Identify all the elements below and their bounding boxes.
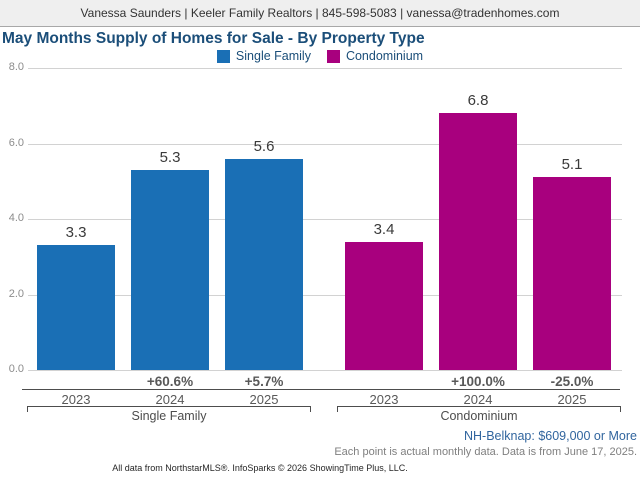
y-axis-tick-label: 8.0 [8, 61, 24, 73]
attribution-copyright: All data from NorthstarMLS®. InfoSparks … [112, 463, 408, 473]
bar-single-family-2023[interactable] [37, 245, 115, 370]
pct-change-label: +60.6% [146, 374, 194, 389]
bar-value-label: 6.8 [467, 92, 489, 110]
pct-change-label: +100.0% [451, 374, 505, 389]
market-filter-caption: NH-Belknap: $609,000 or More [463, 429, 637, 443]
group-bracket-condominium [337, 406, 621, 412]
x-axis-year-label: 2025 [249, 392, 279, 407]
x-axis-year-label: 2024 [463, 392, 493, 407]
pct-change-label: +5.7% [244, 374, 284, 389]
data-date-note: Each point is actual monthly data. Data … [334, 446, 637, 458]
legend-item-single-family[interactable]: Single Family [216, 49, 311, 63]
gridline-4.0 [28, 219, 622, 220]
bar-value-label: 3.3 [65, 224, 87, 242]
chart-title: May Months Supply of Homes for Sale - By… [2, 30, 425, 47]
bar-single-family-2024[interactable] [131, 169, 209, 370]
single-family-color-swatch [216, 49, 230, 63]
x-axis-year-label: 2023 [369, 392, 399, 407]
gridline-6.0 [28, 143, 622, 145]
x-axis-year-label: 2024 [155, 392, 185, 407]
x-axis-year-label: 2025 [557, 392, 587, 407]
legend-item-condominium[interactable]: Condominium [326, 49, 424, 63]
group-label-condominium: Condominium [440, 409, 518, 423]
legend-label: Condominium [345, 49, 424, 63]
agent-contact-bar: Vanessa Saunders | Keeler Family Realtor… [0, 0, 640, 27]
bar-condominium-2025[interactable] [533, 177, 611, 370]
x-axis-year-label: 2023 [61, 392, 91, 407]
y-axis-tick-label: 0.0 [8, 363, 24, 375]
bar-condominium-2024[interactable] [439, 113, 517, 370]
pct-change-label: -25.0% [550, 374, 594, 389]
group-label-single-family: Single Family [131, 409, 207, 423]
bar-value-label: 5.3 [159, 148, 181, 166]
gridline-8.0 [28, 68, 622, 69]
bar-value-label: 3.4 [373, 220, 395, 238]
x-axis-separator-line [22, 389, 620, 390]
gridline-0.0 [28, 370, 622, 371]
chart-legend: Single Family Condominium [0, 48, 640, 64]
bar-value-label: 5.6 [253, 137, 275, 155]
y-axis-tick-label: 2.0 [8, 287, 24, 300]
y-axis-tick-label: 4.0 [8, 212, 24, 224]
y-axis-tick-label: 6.0 [8, 136, 24, 149]
condominium-color-swatch [326, 49, 340, 63]
bar-condominium-2023[interactable] [345, 241, 423, 370]
legend-label: Single Family [235, 49, 311, 63]
bar-value-label: 5.1 [561, 156, 583, 174]
gridline-2.0 [28, 294, 622, 296]
group-bracket-single-family [27, 406, 311, 412]
bar-single-family-2025[interactable] [225, 158, 303, 370]
